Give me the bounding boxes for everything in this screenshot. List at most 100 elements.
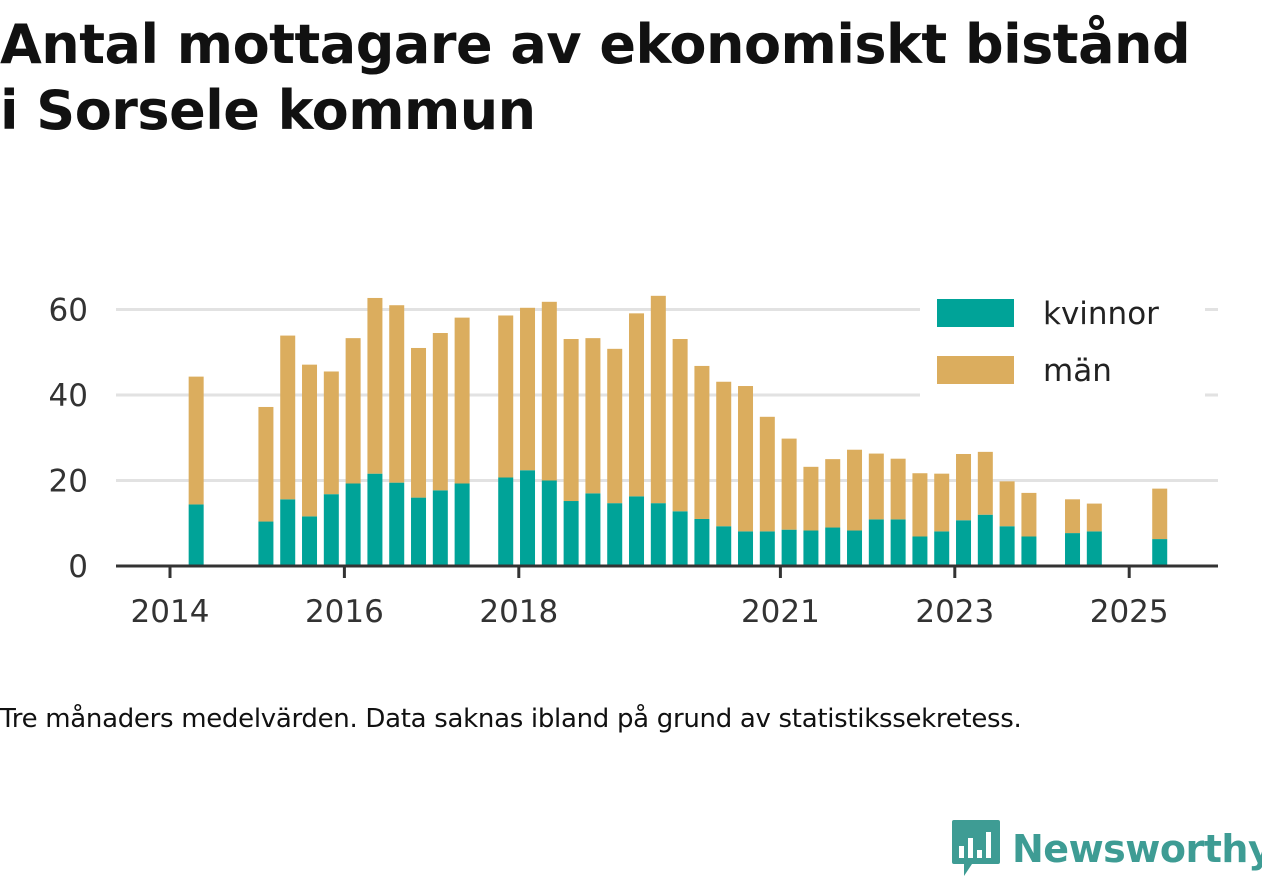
bar-kvinnor: [585, 493, 601, 566]
bar-kvinnor: [258, 521, 274, 566]
bar-kvinnor: [934, 531, 950, 566]
y-tick-label: 0: [68, 549, 88, 585]
bar-kvinnor: [389, 482, 405, 566]
bar-man: [868, 453, 884, 520]
bar-kvinnor: [738, 531, 754, 566]
bar-kvinnor: [716, 526, 732, 566]
bar-kvinnor: [629, 496, 645, 566]
bar-man: [934, 473, 950, 532]
chart-title: Antal mottagare av ekonomiskt bistånd i …: [0, 12, 1262, 144]
bar-kvinnor: [956, 520, 972, 566]
bar-kvinnor: [890, 519, 906, 566]
y-tick-label: 40: [49, 378, 88, 414]
legend-label: kvinnor: [1043, 296, 1159, 332]
bar-man: [716, 381, 732, 527]
bar-man: [912, 473, 928, 537]
bar-kvinnor: [323, 494, 339, 566]
bar-man: [629, 313, 645, 497]
legend-label: män: [1043, 353, 1112, 389]
bar-kvinnor: [454, 483, 470, 566]
bar-kvinnor: [1152, 539, 1168, 566]
x-tick-label: 2014: [131, 594, 210, 630]
bar-man: [781, 438, 797, 530]
bar-man: [803, 466, 819, 531]
x-tick-label: 2016: [305, 594, 384, 630]
bar-man: [367, 297, 383, 474]
bar-kvinnor: [541, 480, 557, 566]
y-tick-label: 60: [49, 293, 88, 329]
bar-kvinnor: [188, 504, 204, 566]
legend-swatch: [937, 299, 1014, 327]
bar-man: [650, 295, 666, 504]
brand-name: Newsworthy: [1012, 827, 1262, 871]
chart-title-line-2: i Sorsele kommun: [0, 79, 536, 142]
bar-kvinnor: [432, 490, 448, 566]
bar-kvinnor: [694, 518, 710, 566]
bar-man: [977, 451, 993, 515]
bar-man: [825, 459, 841, 528]
bar-kvinnor: [345, 483, 361, 566]
bar-man: [454, 317, 470, 484]
bars: [188, 295, 1168, 566]
bar-kvinnor: [367, 473, 383, 566]
bar-man: [188, 376, 204, 505]
bar-kvinnor: [847, 530, 863, 566]
bar-kvinnor: [607, 503, 623, 566]
x-tick-label: 2021: [741, 594, 820, 630]
bar-kvinnor: [999, 526, 1015, 566]
chart-title-line-1: Antal mottagare av ekonomiskt bistånd: [0, 13, 1191, 76]
bar-man: [999, 481, 1015, 527]
bar-kvinnor: [411, 497, 427, 566]
bar-kvinnor: [912, 536, 928, 566]
bar-chart-bubble-icon: [952, 820, 1000, 876]
bar-man: [498, 315, 514, 478]
bar-man: [432, 333, 448, 491]
bar-man: [1065, 499, 1081, 534]
bar-man: [411, 347, 427, 498]
bar-man: [672, 338, 688, 512]
y-tick-label: 20: [49, 464, 88, 500]
bar-man: [258, 406, 274, 522]
legend: kvinnor män: [920, 280, 1205, 402]
bar-man: [738, 386, 754, 532]
bar-man: [890, 458, 906, 520]
bar-man: [694, 365, 710, 519]
bar-man: [759, 416, 775, 532]
bar-kvinnor: [868, 519, 884, 566]
bar-kvinnor: [563, 501, 579, 566]
bar-man: [1086, 503, 1102, 532]
bar-man: [520, 307, 536, 471]
bar-man: [563, 338, 579, 502]
bar-kvinnor: [781, 529, 797, 566]
bar-kvinnor: [825, 527, 841, 566]
bar-man: [345, 338, 361, 484]
bar-kvinnor: [803, 530, 819, 566]
bar-man: [1021, 492, 1037, 537]
x-tick-label: 2023: [915, 594, 994, 630]
bar-kvinnor: [1065, 533, 1081, 566]
y-axis-ticks: 0 20 40 60: [49, 293, 88, 586]
legend-swatch: [937, 356, 1014, 384]
bar-man: [389, 305, 405, 483]
bar-man: [956, 453, 972, 521]
bar-kvinnor: [1021, 536, 1037, 566]
x-tick-label: 2025: [1090, 594, 1169, 630]
bar-man: [1152, 488, 1168, 540]
bar-man: [607, 348, 623, 504]
bar-kvinnor: [280, 499, 296, 566]
bar-man: [280, 335, 296, 500]
bar-kvinnor: [1086, 531, 1102, 566]
x-axis-ticks: 2014 2016 2018 2021 2023 2025: [131, 566, 1169, 630]
bar-man: [585, 338, 601, 494]
bar-man: [541, 301, 557, 481]
bar-kvinnor: [302, 516, 318, 566]
bar-kvinnor: [759, 531, 775, 566]
stacked-bar-chart: 0 20 40 60 2014 2016 2018 2021 2023 2025 kvinnor…: [49, 280, 1218, 630]
bar-kvinnor: [498, 477, 514, 566]
bar-kvinnor: [672, 511, 688, 566]
bar-man: [323, 371, 339, 495]
bar-man: [847, 449, 863, 531]
x-tick-label: 2018: [479, 594, 558, 630]
brand-logo[interactable]: Newsworthy: [950, 818, 1262, 880]
bar-man: [302, 364, 318, 517]
